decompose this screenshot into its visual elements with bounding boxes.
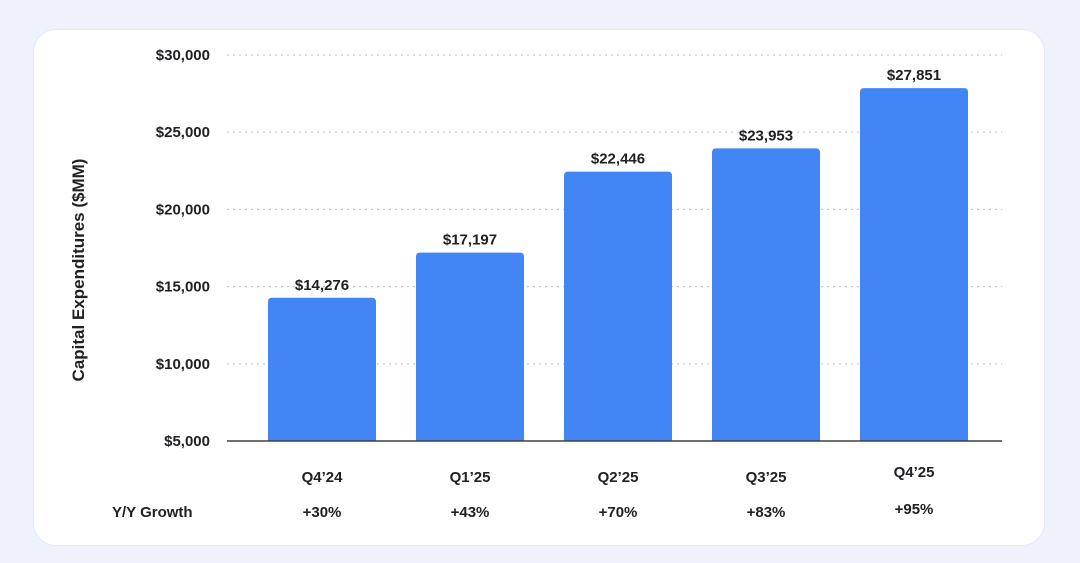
growth-value: +30% xyxy=(303,504,342,521)
bar-value-label: $14,276 xyxy=(295,277,349,294)
bar xyxy=(860,88,968,442)
x-axis-categories: Q4’24 Q1’25 Q2’25 Q3’25 Q4’25 xyxy=(302,464,935,486)
x-category-label: Q4’25 xyxy=(894,464,935,481)
x-category-label: Q2’25 xyxy=(598,469,639,486)
bar-value-label: $27,851 xyxy=(887,67,941,84)
bar-value-label: $22,446 xyxy=(591,151,645,168)
growth-value: +95% xyxy=(895,501,934,518)
y-tick-label: $10,000 xyxy=(156,356,210,373)
y-axis-ticks: $5,000 $10,000 $15,000 $20,000 $25,000 $30,00… xyxy=(156,47,210,450)
bar xyxy=(416,252,524,441)
y-tick-label: $5,000 xyxy=(164,433,210,450)
x-category-label: Q3’25 xyxy=(746,469,787,486)
growth-row-values: +30% +43% +70% +83% +95% xyxy=(303,501,934,521)
bar-value-label: $17,197 xyxy=(443,232,497,249)
bar xyxy=(564,171,672,441)
y-tick-label: $20,000 xyxy=(156,201,210,218)
growth-row-title: Y/Y Growth xyxy=(112,504,193,521)
y-axis-title: Capital Expenditures ($MM) xyxy=(69,159,88,382)
growth-value: +70% xyxy=(599,504,638,521)
bar xyxy=(268,297,376,441)
bar xyxy=(712,148,820,442)
bar-value-label: $23,953 xyxy=(739,127,793,144)
x-category-label: Q1’25 xyxy=(450,469,491,486)
bars: $14,276 $17,197 $22,446 $23,953 $27,851 xyxy=(268,67,968,442)
y-tick-label: $25,000 xyxy=(156,124,210,141)
x-category-label: Q4’24 xyxy=(302,469,344,486)
y-tick-label: $30,000 xyxy=(156,47,210,64)
growth-value: +83% xyxy=(747,504,786,521)
y-tick-label: $15,000 xyxy=(156,279,210,296)
growth-value: +43% xyxy=(451,504,490,521)
